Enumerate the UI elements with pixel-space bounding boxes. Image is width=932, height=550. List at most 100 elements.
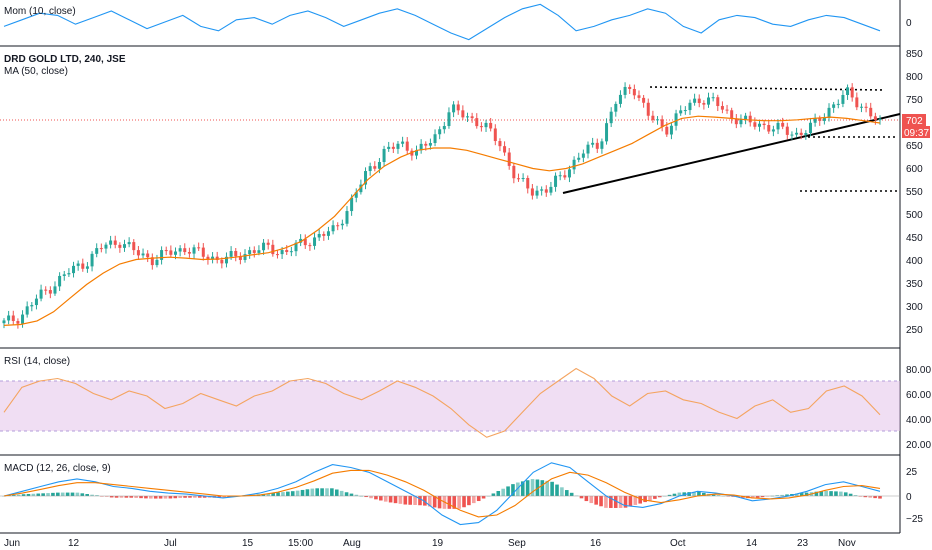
candle-body[interactable] <box>345 211 349 224</box>
candle-body[interactable] <box>739 119 743 125</box>
candle-body[interactable] <box>841 94 845 104</box>
candle-body[interactable] <box>442 126 446 130</box>
candle-body[interactable] <box>859 106 863 108</box>
candle-body[interactable] <box>711 97 715 99</box>
candle-body[interactable] <box>855 97 859 108</box>
candle-body[interactable] <box>322 233 326 236</box>
candle-body[interactable] <box>299 238 303 243</box>
candle-body[interactable] <box>136 250 140 256</box>
candle-body[interactable] <box>878 118 882 121</box>
candle-body[interactable] <box>688 102 692 111</box>
candle-body[interactable] <box>771 129 775 132</box>
candle-body[interactable] <box>382 148 386 163</box>
candle-body[interactable] <box>313 237 317 246</box>
candle-body[interactable] <box>173 251 177 255</box>
candle-body[interactable] <box>707 97 711 105</box>
candle-body[interactable] <box>563 175 567 178</box>
candle-body[interactable] <box>489 122 493 129</box>
candle-body[interactable] <box>790 134 794 136</box>
candle-body[interactable] <box>44 289 48 291</box>
candle-body[interactable] <box>7 315 11 321</box>
candle-body[interactable] <box>350 197 354 212</box>
candle-body[interactable] <box>438 129 442 135</box>
candle-body[interactable] <box>229 250 233 257</box>
candle-body[interactable] <box>484 122 488 128</box>
candle-body[interactable] <box>164 250 168 252</box>
candle-body[interactable] <box>832 104 836 108</box>
candle-body[interactable] <box>605 123 609 142</box>
candle-body[interactable] <box>99 248 103 250</box>
candle-body[interactable] <box>67 273 71 275</box>
candle-body[interactable] <box>591 142 595 145</box>
candle-body[interactable] <box>21 314 25 324</box>
candle-body[interactable] <box>262 242 266 251</box>
candle-body[interactable] <box>748 115 752 123</box>
candle-body[interactable] <box>275 254 279 256</box>
candle-body[interactable] <box>34 298 38 306</box>
candle-body[interactable] <box>428 143 432 146</box>
candle-body[interactable] <box>178 248 182 252</box>
candle-body[interactable] <box>201 247 205 257</box>
candle-body[interactable] <box>665 126 669 135</box>
candle-body[interactable] <box>340 223 344 226</box>
candle-body[interactable] <box>873 116 877 121</box>
candle-body[interactable] <box>424 143 428 146</box>
candle-body[interactable] <box>799 132 803 135</box>
candle-body[interactable] <box>252 250 256 253</box>
candle-body[interactable] <box>526 177 530 189</box>
candle-body[interactable] <box>734 118 738 125</box>
candle-body[interactable] <box>11 315 15 322</box>
candle-body[interactable] <box>354 192 358 198</box>
candle-body[interactable] <box>326 231 330 236</box>
candle-body[interactable] <box>642 97 646 103</box>
candle-body[interactable] <box>804 132 808 135</box>
candle-body[interactable] <box>271 244 275 255</box>
candle-body[interactable] <box>76 263 80 266</box>
candle-body[interactable] <box>827 107 831 118</box>
candle-body[interactable] <box>187 252 191 254</box>
candle-body[interactable] <box>679 110 683 114</box>
upper-resistance-dotted[interactable] <box>649 86 885 91</box>
candle-body[interactable] <box>336 225 340 227</box>
candle-body[interactable] <box>795 132 799 135</box>
ascending-trendline[interactable] <box>562 113 901 194</box>
candle-body[interactable] <box>85 266 89 269</box>
candle-body[interactable] <box>656 119 660 121</box>
candle-body[interactable] <box>702 103 706 105</box>
candle-body[interactable] <box>192 247 196 254</box>
candle-body[interactable] <box>776 122 780 130</box>
candle-body[interactable] <box>308 245 312 247</box>
candle-body[interactable] <box>544 189 548 193</box>
candle-body[interactable] <box>503 146 507 153</box>
candle-body[interactable] <box>818 118 822 121</box>
candle-body[interactable] <box>507 152 511 166</box>
candle-body[interactable] <box>62 274 66 276</box>
candle-body[interactable] <box>618 94 622 104</box>
candle-body[interactable] <box>785 126 789 135</box>
candle-body[interactable] <box>224 256 228 264</box>
candle-body[interactable] <box>470 116 474 119</box>
candle-body[interactable] <box>535 190 539 196</box>
candle-body[interactable] <box>58 275 62 287</box>
candle-body[interactable] <box>104 244 108 249</box>
candle-body[interactable] <box>586 144 590 154</box>
candle-body[interactable] <box>266 242 270 245</box>
candle-body[interactable] <box>391 146 395 149</box>
candle-body[interactable] <box>25 306 29 315</box>
candle-body[interactable] <box>683 110 687 112</box>
candle-body[interactable] <box>95 248 99 254</box>
candle-body[interactable] <box>248 250 252 255</box>
candle-body[interactable] <box>646 102 650 116</box>
candle-body[interactable] <box>479 126 483 128</box>
candle-body[interactable] <box>127 242 131 245</box>
candle-body[interactable] <box>693 98 697 103</box>
candle-body[interactable] <box>651 115 655 120</box>
candle-body[interactable] <box>373 166 377 169</box>
candle-body[interactable] <box>781 122 785 127</box>
candle-body[interactable] <box>614 103 618 112</box>
candle-body[interactable] <box>146 253 150 258</box>
candle-body[interactable] <box>30 305 34 307</box>
candle-body[interactable] <box>730 110 734 119</box>
candle-body[interactable] <box>716 97 720 107</box>
candle-body[interactable] <box>118 244 122 248</box>
